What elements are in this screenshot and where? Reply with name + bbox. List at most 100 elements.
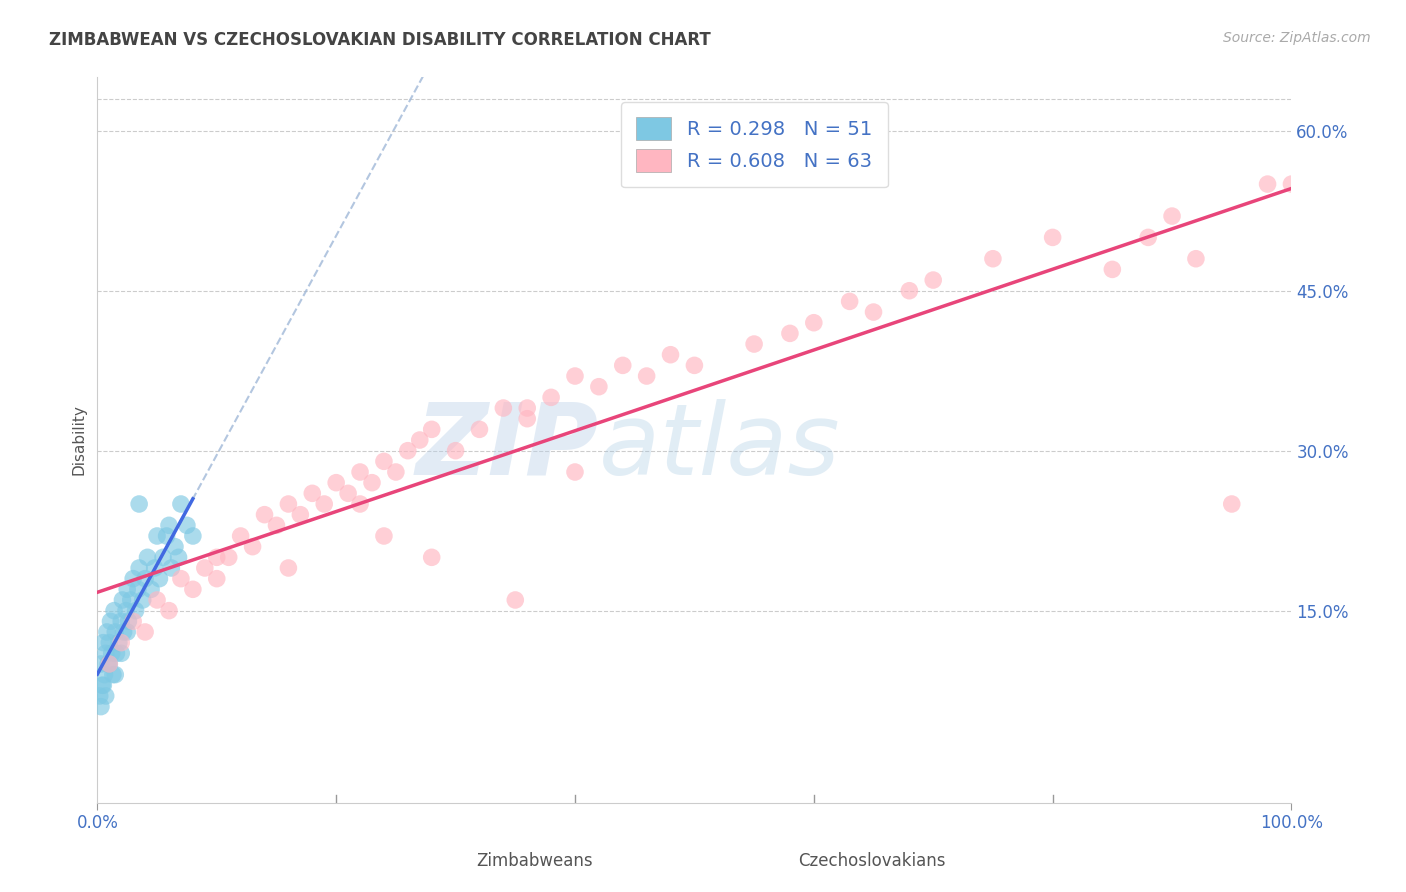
Point <box>100 615 122 629</box>
Point <box>157 604 180 618</box>
Point <box>361 475 384 490</box>
Point <box>110 635 132 649</box>
Point <box>91 635 114 649</box>
Point <box>103 604 125 618</box>
Point <box>170 572 193 586</box>
Text: Zimbabweans: Zimbabweans <box>477 852 592 870</box>
Point <box>277 561 299 575</box>
Point <box>612 359 634 373</box>
Point <box>1042 230 1064 244</box>
Point <box>516 411 538 425</box>
Point <box>160 561 183 575</box>
Text: ZIMBABWEAN VS CZECHOSLOVAKIAN DISABILITY CORRELATION CHART: ZIMBABWEAN VS CZECHOSLOVAKIAN DISABILITY… <box>49 31 711 49</box>
Point <box>373 529 395 543</box>
Point <box>277 497 299 511</box>
Point <box>115 582 138 597</box>
Point <box>134 572 156 586</box>
Point <box>349 465 371 479</box>
Point <box>409 433 432 447</box>
Point <box>108 635 131 649</box>
Point <box>1161 209 1184 223</box>
Point <box>349 497 371 511</box>
Point <box>89 689 111 703</box>
Point <box>170 497 193 511</box>
Point <box>115 624 138 639</box>
Text: atlas: atlas <box>599 399 841 496</box>
Point <box>167 550 190 565</box>
Point <box>120 593 142 607</box>
Point <box>290 508 312 522</box>
Point <box>96 624 118 639</box>
Point <box>90 699 112 714</box>
Point <box>139 582 162 597</box>
Point <box>564 369 586 384</box>
Point <box>122 572 145 586</box>
Point <box>898 284 921 298</box>
Point <box>205 572 228 586</box>
Point <box>101 667 124 681</box>
Point <box>128 561 150 575</box>
Point <box>143 561 166 575</box>
Point <box>1257 177 1279 191</box>
Point <box>94 646 117 660</box>
Text: Source: ZipAtlas.com: Source: ZipAtlas.com <box>1223 31 1371 45</box>
Point <box>492 401 515 415</box>
Point <box>124 604 146 618</box>
Point <box>1137 230 1160 244</box>
Point <box>779 326 801 341</box>
Point <box>148 572 170 586</box>
Point <box>803 316 825 330</box>
Point <box>146 593 169 607</box>
Point <box>1101 262 1123 277</box>
Point <box>132 593 155 607</box>
Point <box>90 657 112 671</box>
Point <box>564 465 586 479</box>
Point <box>110 615 132 629</box>
Point <box>444 443 467 458</box>
Point <box>253 508 276 522</box>
Point <box>588 380 610 394</box>
Point <box>112 624 135 639</box>
Point <box>181 529 204 543</box>
Point <box>127 582 149 597</box>
Point <box>134 624 156 639</box>
Point <box>1185 252 1208 266</box>
Point <box>152 550 174 565</box>
Point <box>205 550 228 565</box>
Point <box>468 422 491 436</box>
Point <box>100 646 122 660</box>
Point <box>91 678 114 692</box>
Point <box>122 615 145 629</box>
Point <box>1281 177 1303 191</box>
Point <box>176 518 198 533</box>
Point <box>111 593 134 607</box>
Point <box>1220 497 1243 511</box>
Point <box>266 518 288 533</box>
Legend: R = 0.298   N = 51, R = 0.608   N = 63: R = 0.298 N = 51, R = 0.608 N = 63 <box>620 102 887 187</box>
Point <box>104 667 127 681</box>
Point <box>218 550 240 565</box>
Point <box>516 401 538 415</box>
Point <box>838 294 860 309</box>
Point <box>503 593 526 607</box>
Point <box>97 657 120 671</box>
Point <box>229 529 252 543</box>
Point <box>420 550 443 565</box>
Text: Czechoslovakians: Czechoslovakians <box>799 852 945 870</box>
Point <box>181 582 204 597</box>
Point <box>420 422 443 436</box>
Point <box>115 604 138 618</box>
Point <box>98 657 121 671</box>
Point <box>636 369 658 384</box>
Point <box>742 337 765 351</box>
Point <box>922 273 945 287</box>
Point <box>242 540 264 554</box>
Point <box>862 305 884 319</box>
Point <box>337 486 360 500</box>
Point <box>301 486 323 500</box>
Point <box>98 657 121 671</box>
Point <box>128 497 150 511</box>
Point <box>163 540 186 554</box>
Point <box>981 252 1004 266</box>
Point <box>540 390 562 404</box>
